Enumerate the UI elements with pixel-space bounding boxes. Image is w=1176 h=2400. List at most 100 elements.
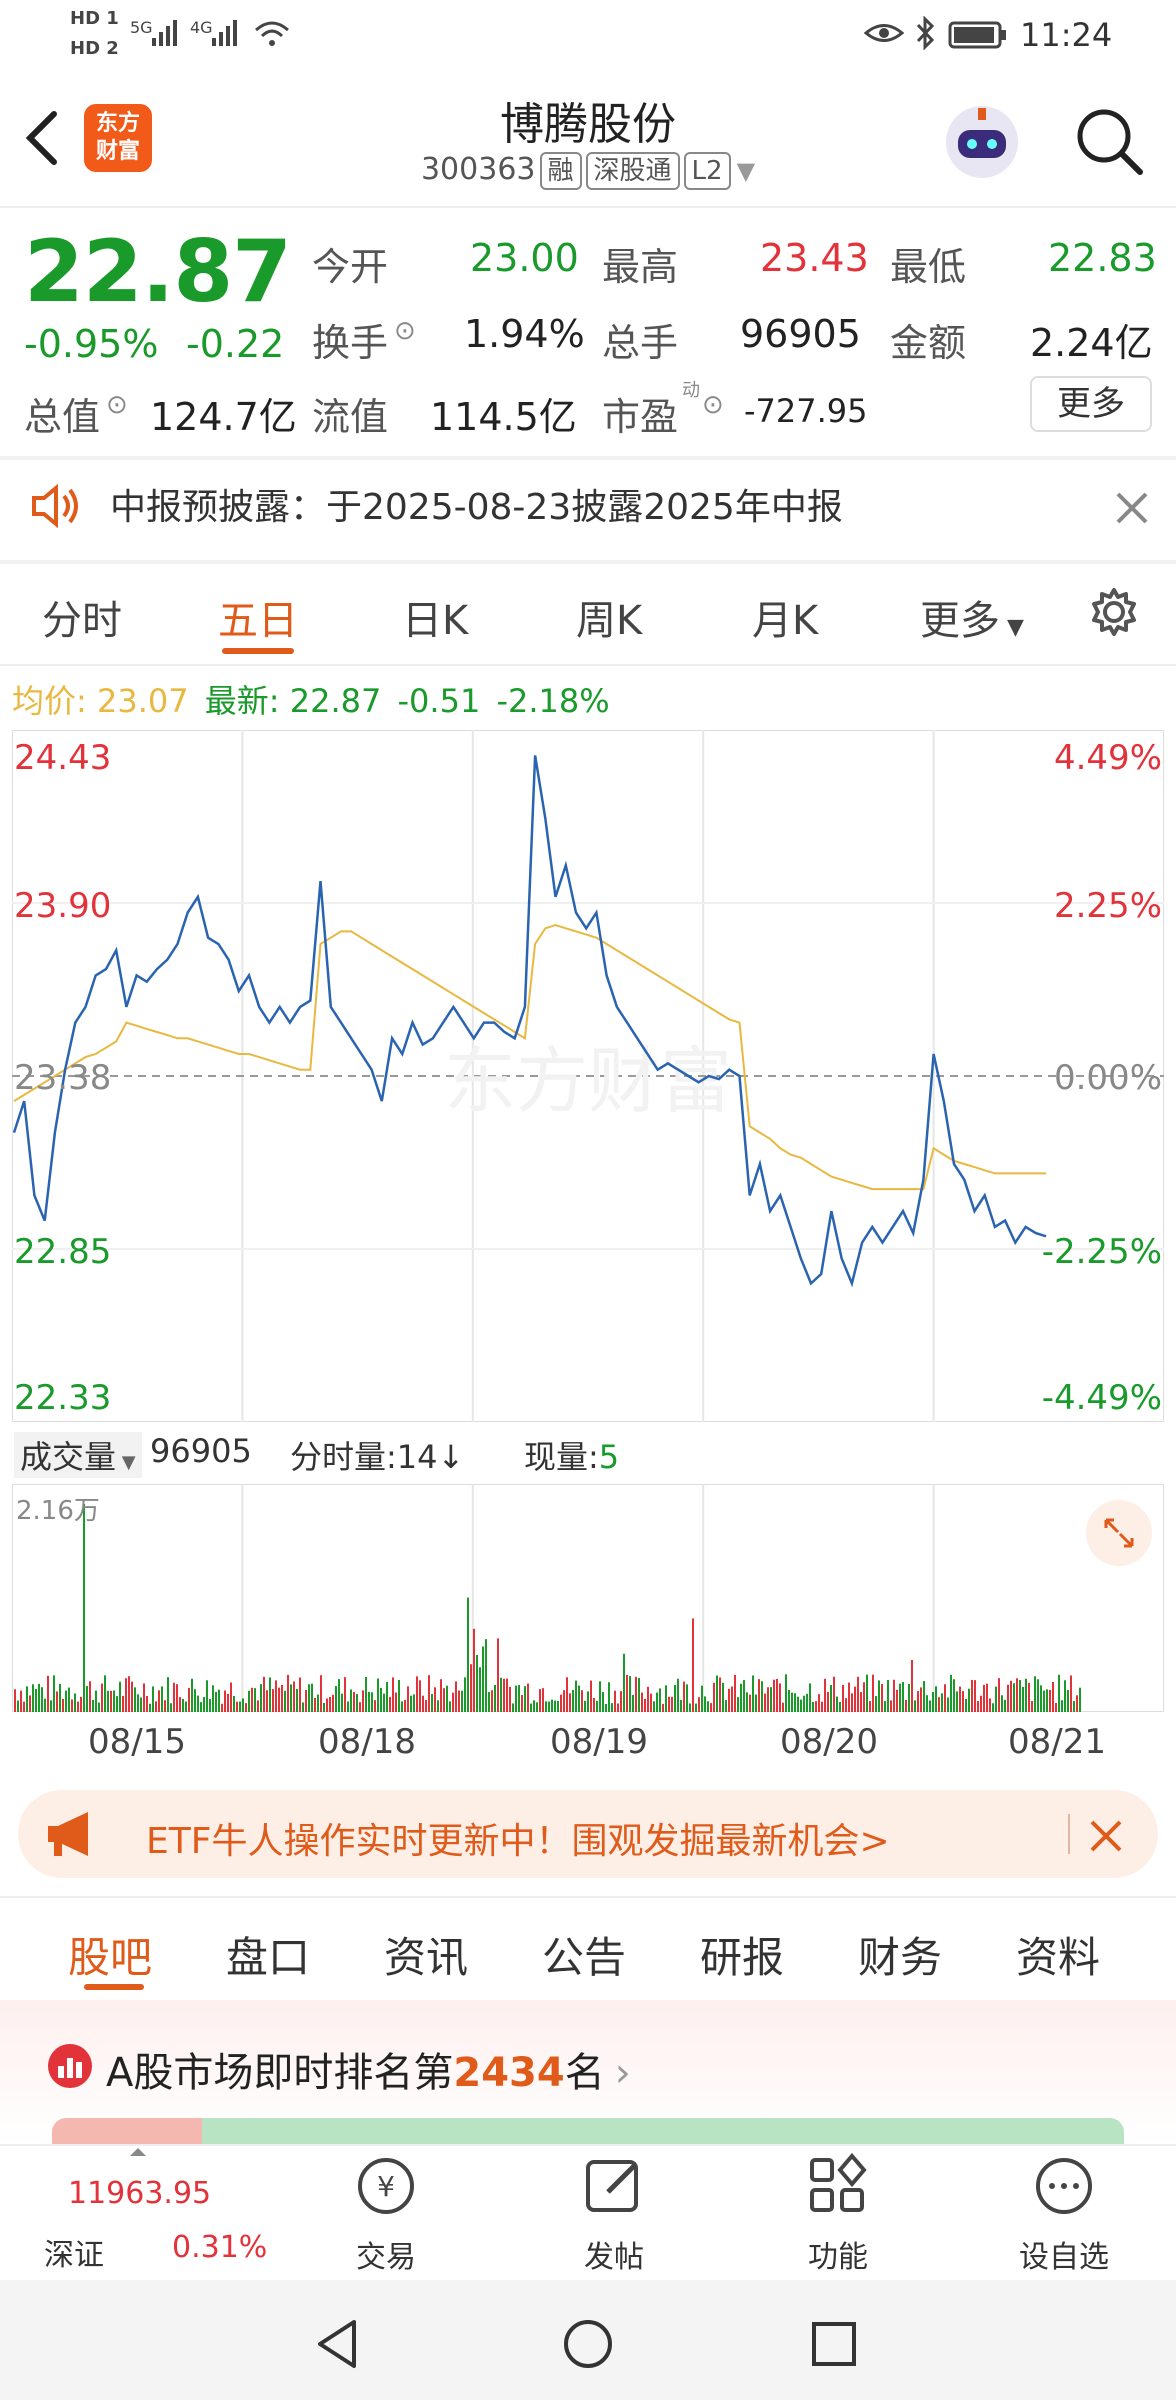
volume-bar: [731, 1686, 733, 1712]
more-button[interactable]: 更多: [1030, 376, 1152, 432]
volume-bar: [623, 1653, 625, 1712]
volume-bar: [929, 1700, 931, 1712]
volume-bar: [851, 1693, 853, 1712]
y-tick-left: 23.38: [14, 1058, 112, 1098]
volume-bar: [1031, 1701, 1033, 1712]
tab-profile[interactable]: 资料: [1016, 1933, 1101, 1982]
volume-bar: [431, 1693, 433, 1712]
index-change[interactable]: 0.31%: [172, 2230, 268, 2265]
y-tick-left: 24.43: [14, 738, 112, 778]
volume-bar: [419, 1680, 421, 1712]
tab-weekly-k[interactable]: 周K: [576, 598, 643, 644]
volume-bar: [491, 1690, 493, 1712]
tab-finance[interactable]: 财务: [858, 1933, 943, 1982]
index-value[interactable]: 11963.95: [68, 2176, 212, 2211]
tab-news[interactable]: 资讯: [384, 1933, 469, 1982]
volume-chart: [12, 1484, 1164, 1712]
tag-margin: 融: [539, 152, 582, 190]
close-icon[interactable]: [1088, 1818, 1124, 1854]
volume-bar: [965, 1698, 967, 1712]
volume-bar: [626, 1675, 628, 1712]
volume-bar: [545, 1701, 547, 1712]
volume-bar: [497, 1638, 499, 1712]
notice-text[interactable]: 中报预披露：于2025-08-23披露2025年中报: [110, 487, 843, 528]
price-chart[interactable]: 东方财富: [12, 730, 1164, 1422]
nav-post-label[interactable]: 发帖: [584, 2240, 644, 2275]
volume-bar: [926, 1695, 928, 1712]
volume-bar: [812, 1701, 814, 1712]
volume-bar: [857, 1676, 859, 1712]
trade-icon[interactable]: ¥: [352, 2152, 420, 2220]
robot-avatar-icon[interactable]: [940, 100, 1024, 184]
volume-bar: [416, 1676, 418, 1712]
volume-bar: [266, 1690, 268, 1712]
etf-banner[interactable]: [18, 1790, 1158, 1878]
tab-research[interactable]: 研报: [700, 1933, 785, 1982]
nav-trade-label[interactable]: 交易: [356, 2240, 416, 2275]
volume-bar: [854, 1686, 856, 1712]
volume-bar: [641, 1692, 643, 1712]
chevron-down-icon[interactable]: ▼: [736, 157, 756, 185]
system-home-icon[interactable]: [560, 2316, 616, 2372]
divider: [0, 456, 1176, 460]
volume-bar: [632, 1694, 634, 1712]
volume-bar: [875, 1696, 877, 1712]
volume-selector[interactable]: 成交量 ▼: [14, 1432, 142, 1478]
tab-announcements[interactable]: 公告: [542, 1933, 627, 1982]
volume-bar: [764, 1693, 766, 1712]
functions-icon[interactable]: [804, 2152, 872, 2220]
volume-bar: [599, 1681, 601, 1712]
add-watchlist-icon[interactable]: [1030, 2152, 1098, 2220]
volume-bar: [260, 1684, 262, 1712]
post-icon[interactable]: [580, 2152, 648, 2220]
open-label: 今开: [312, 245, 389, 289]
volume-bar: [464, 1677, 466, 1712]
tab-daily-k[interactable]: 日K: [402, 598, 469, 644]
system-back-icon[interactable]: [312, 2316, 362, 2372]
expand-button[interactable]: [1086, 1500, 1152, 1566]
market-rank[interactable]: A股市场即时排名第2434名 ›: [106, 2050, 631, 2096]
nav-watchlist-label[interactable]: 设自选: [1019, 2240, 1109, 2275]
volume-bar: [116, 1696, 118, 1712]
gear-icon[interactable]: [1088, 586, 1140, 638]
volume-bar: [428, 1675, 430, 1712]
tab-guba[interactable]: 股吧: [68, 1933, 153, 1982]
system-recents-icon[interactable]: [806, 2316, 862, 2372]
tab-five-day[interactable]: 五日: [218, 598, 298, 644]
volume-bar: [998, 1678, 1000, 1712]
volume-bar: [365, 1676, 367, 1712]
banner-text[interactable]: ETF牛人操作实时更新中！围观发掘最新机会>: [146, 1821, 890, 1862]
volume-bar: [638, 1677, 640, 1712]
volume-bar: [728, 1688, 730, 1712]
volume-bar: [191, 1678, 193, 1712]
volume-bar: [470, 1664, 472, 1712]
clock: 11:24: [1020, 16, 1113, 54]
search-icon[interactable]: [1072, 104, 1148, 180]
back-icon[interactable]: [22, 108, 62, 168]
index-name[interactable]: 深证: [44, 2238, 104, 2273]
info-icon[interactable]: ⊙: [394, 316, 416, 346]
volume-bar: [305, 1689, 307, 1712]
volume-bar: [719, 1677, 721, 1712]
tab-intraday[interactable]: 分时: [42, 598, 122, 644]
float-cap-value: 114.5亿: [430, 395, 577, 439]
tab-more[interactable]: 更多 ▼: [920, 598, 1024, 644]
tab-orderbook[interactable]: 盘口: [226, 1933, 311, 1982]
y-tick-right: 2.25%: [1053, 886, 1162, 926]
close-icon[interactable]: [1114, 490, 1150, 526]
volume-bar: [407, 1686, 409, 1712]
tab-active-indicator: [222, 648, 294, 654]
volume-bar: [689, 1703, 691, 1712]
volume-bar: [527, 1683, 529, 1712]
volume-bar: [563, 1690, 565, 1712]
volume-bar: [944, 1684, 946, 1712]
volume-bar: [809, 1683, 811, 1712]
volume-bar: [68, 1687, 70, 1712]
current-volume: 现量:5: [524, 1438, 620, 1476]
tab-monthly-k[interactable]: 月K: [752, 598, 819, 644]
info-icon[interactable]: ⊙: [702, 390, 724, 420]
volume-bar: [866, 1674, 868, 1712]
volume-bar: [356, 1694, 358, 1712]
info-icon[interactable]: ⊙: [106, 390, 128, 420]
nav-functions-label[interactable]: 功能: [808, 2240, 868, 2275]
